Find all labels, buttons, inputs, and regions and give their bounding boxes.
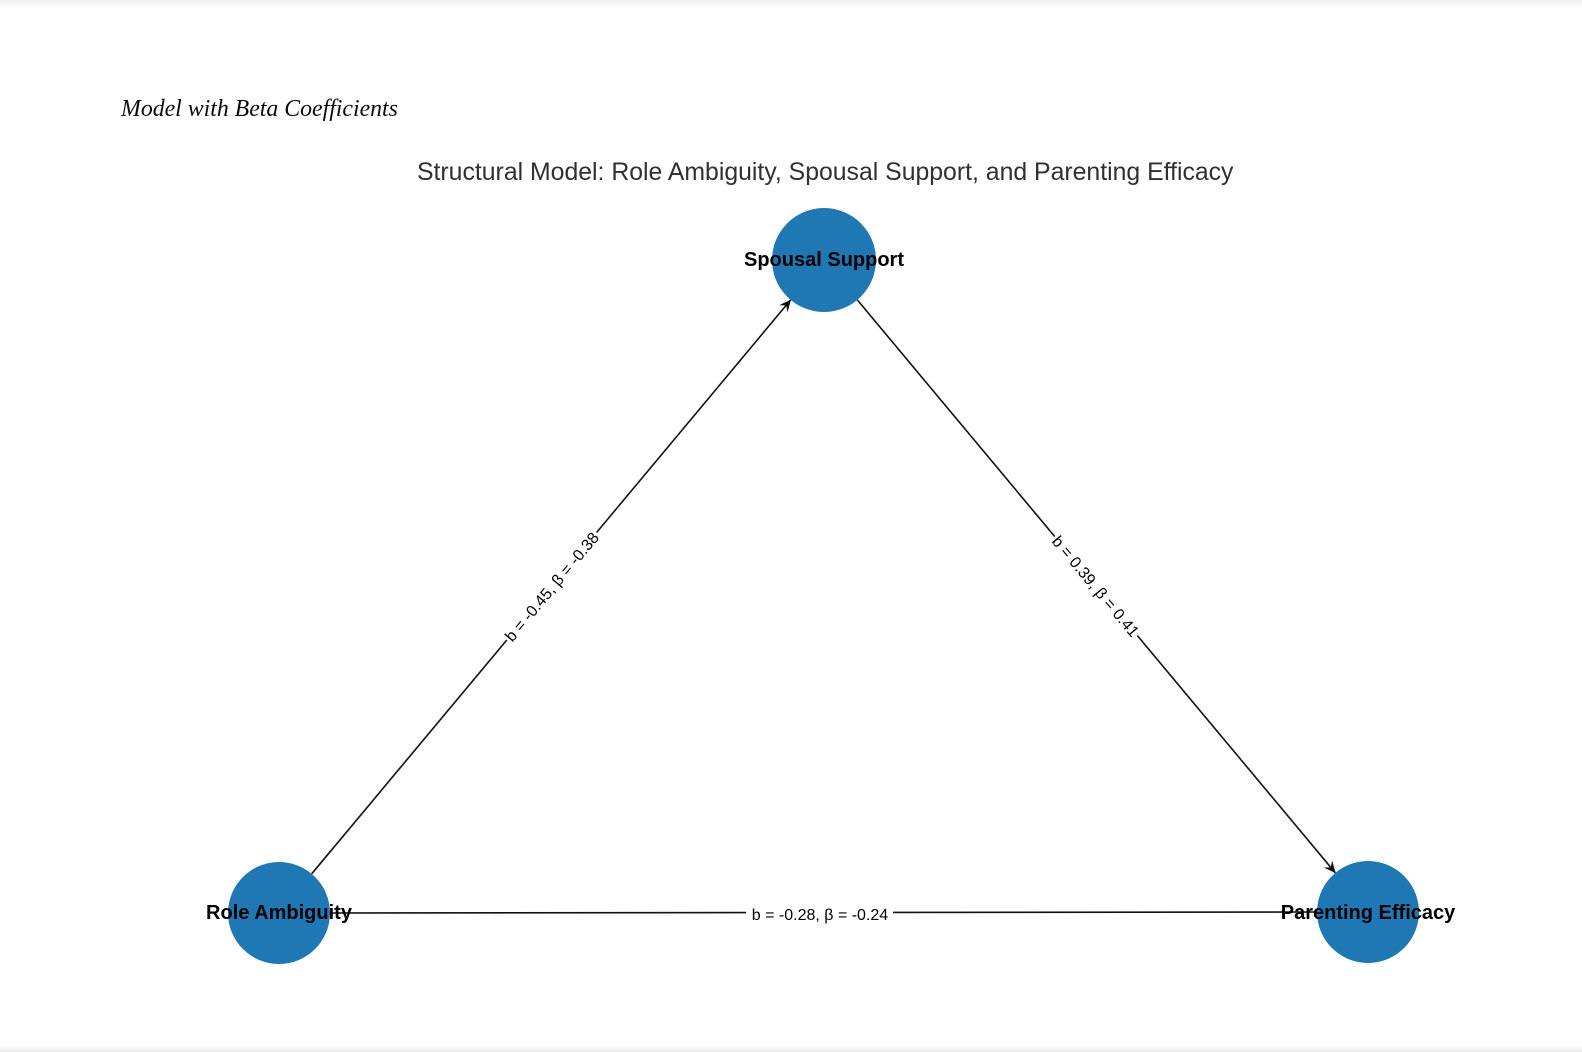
svg-text:b = -0.45, β = -0.38: b = -0.45, β = -0.38 bbox=[502, 530, 603, 646]
svg-text:Spousal Support: Spousal Support bbox=[744, 249, 904, 271]
svg-text:b = -0.28, β = -0.24: b = -0.28, β = -0.24 bbox=[752, 907, 889, 924]
svg-text:Parenting Efficacy: Parenting Efficacy bbox=[1281, 902, 1456, 924]
svg-text:b = 0.39, β = 0.41: b = 0.39, β = 0.41 bbox=[1048, 533, 1142, 641]
svg-text:Role Ambiguity: Role Ambiguity bbox=[206, 902, 353, 924]
